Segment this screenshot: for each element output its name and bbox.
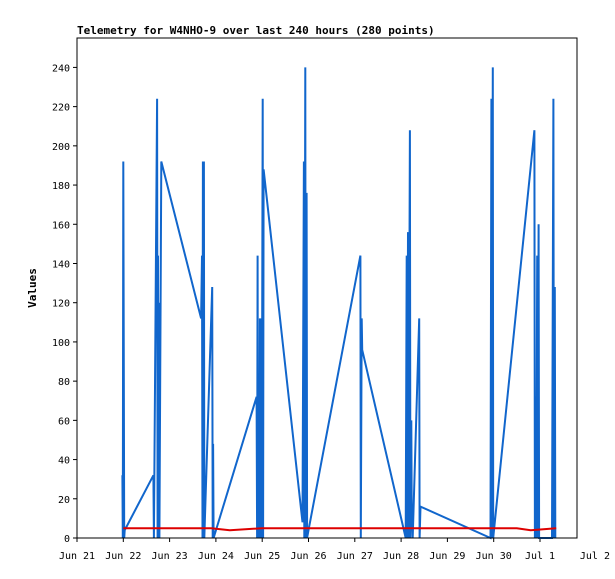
chart-title: Telemetry for W4NHO-9 over last 240 hour… <box>77 24 435 37</box>
plot-frame <box>76 37 578 539</box>
y-tick-label: 160 <box>52 220 70 231</box>
x-axis: Jun 21 Jun 22 Jun 23 Jun 24 Jun 25 Jun 26 Jun … <box>59 538 610 562</box>
y-axis-label: Values <box>26 268 39 308</box>
x-tick-label: Jun 25 <box>244 551 280 562</box>
y-tick-label: 0 <box>64 534 70 545</box>
y-tick-label: 120 <box>52 299 70 310</box>
x-tick-label: Jun 22 <box>105 551 141 562</box>
y-tick-label: 20 <box>58 495 70 506</box>
x-tick-label: Jun 23 <box>152 551 188 562</box>
x-tick-label: Jun 24 <box>198 551 234 562</box>
x-tick-label: Jun 30 <box>476 551 512 562</box>
x-tick-label: Jun 27 <box>337 551 373 562</box>
y-axis: 0 20 40 60 80 100 120 140 160 180 200 220 240 <box>52 63 77 545</box>
x-tick-label: Jun 21 <box>59 551 95 562</box>
y-tick-label: 140 <box>52 259 70 270</box>
y-tick-label: 60 <box>58 416 70 427</box>
y-tick-label: 240 <box>52 63 70 74</box>
x-tick-label: Jun 29 <box>429 551 465 562</box>
y-tick-label: 80 <box>58 377 70 388</box>
series-line-2 <box>123 527 557 532</box>
y-tick-label: 40 <box>58 456 70 467</box>
y-tick-label: 220 <box>52 103 70 114</box>
y-tick-label: 180 <box>52 181 70 192</box>
x-tick-label: Jun 26 <box>290 551 326 562</box>
x-tick-label: Jun 28 <box>383 551 419 562</box>
x-tick-label: Jul 1 <box>525 551 555 562</box>
y-tick-label: 100 <box>52 338 70 349</box>
y-tick-label: 200 <box>52 142 70 153</box>
plot-background <box>77 38 577 538</box>
x-tick-label-outer: Jul 2 <box>580 551 610 562</box>
